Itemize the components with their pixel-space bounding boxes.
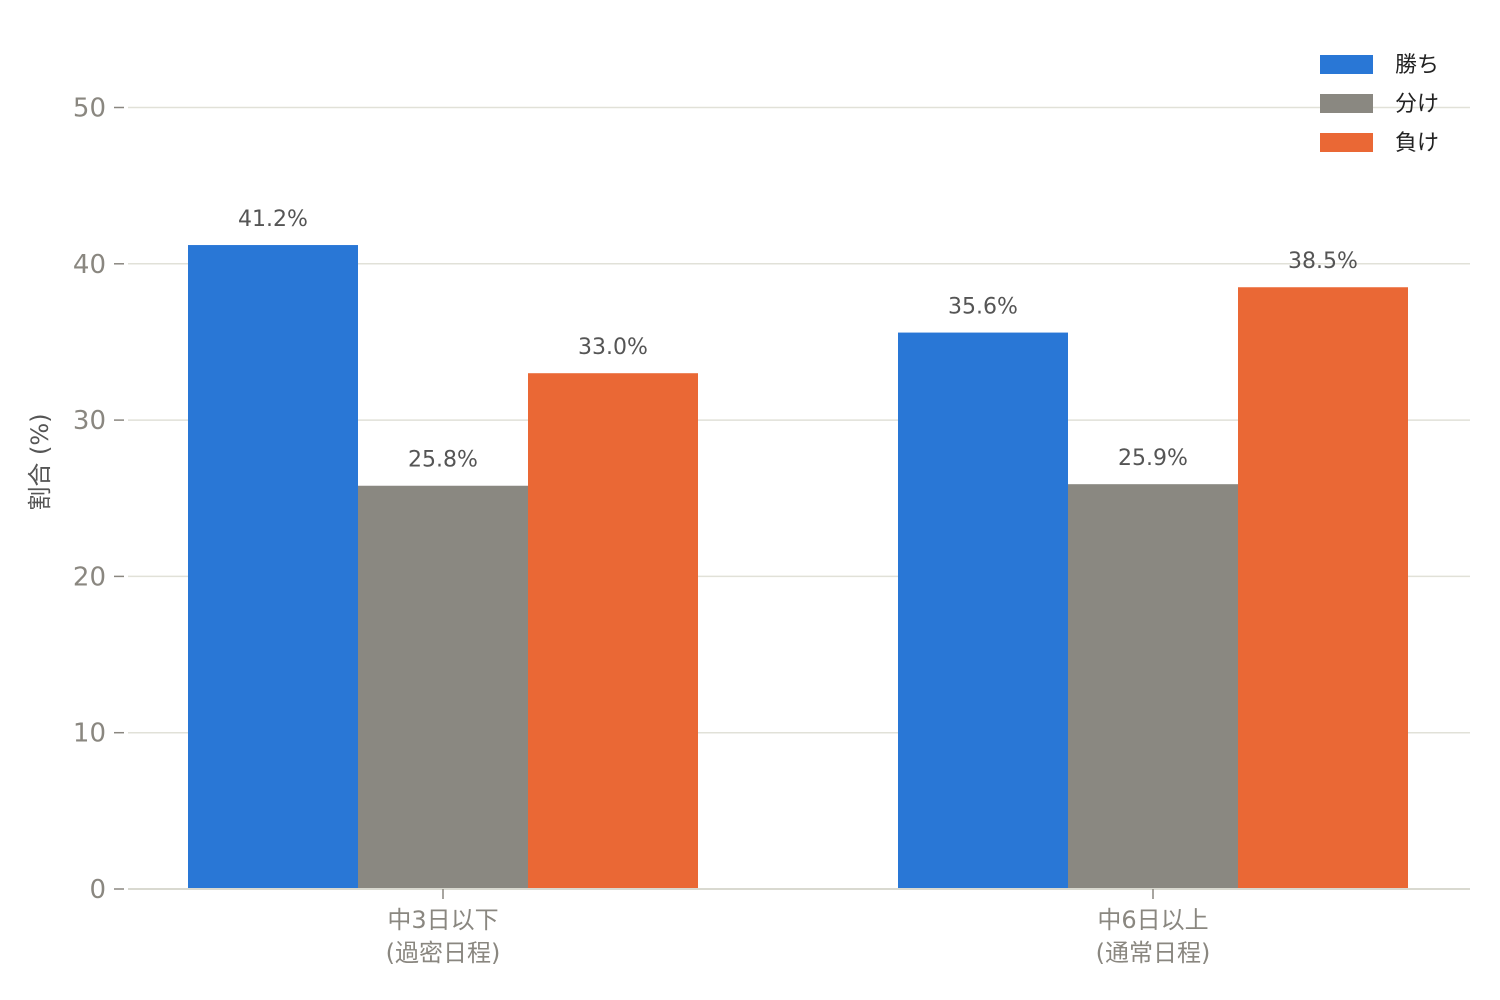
data-label: 25.9% <box>1118 446 1188 471</box>
x-tick-label: 中6日以上 (通常日程) <box>1096 906 1211 967</box>
y-tick-label: 40 <box>73 250 106 280</box>
x-tick-label-line: 中6日以上 <box>1097 906 1208 934</box>
y-axis: 0 10 20 30 40 50 <box>73 94 124 905</box>
x-tick-label-line: (過密日程) <box>386 939 501 967</box>
data-label: 35.6% <box>948 295 1018 320</box>
legend-swatch-負け <box>1320 133 1373 152</box>
legend-label: 分け <box>1395 92 1439 117</box>
y-tick-label: 20 <box>73 562 106 592</box>
legend-swatch-分け <box>1320 94 1373 113</box>
x-tick-label-line: (通常日程) <box>1096 939 1211 967</box>
y-axis-label: 割合 (%) <box>26 413 54 510</box>
data-label: 25.8% <box>408 448 478 473</box>
bar-負け-0 <box>528 373 698 890</box>
y-tick-label: 0 <box>89 875 106 905</box>
bar-勝ち-1 <box>898 332 1068 889</box>
bars: 41.2% 25.8% 33.0% 35.6% 25.9% 38.5% <box>188 207 1408 890</box>
y-tick-label: 30 <box>73 406 106 436</box>
bar-分け-1 <box>1068 484 1238 889</box>
y-tick-label: 50 <box>73 94 106 124</box>
legend-label: 負け <box>1395 131 1439 156</box>
y-tick-label: 10 <box>73 719 106 749</box>
bar-分け-0 <box>358 485 528 889</box>
x-tick-label-line: 中3日以下 <box>387 906 498 934</box>
x-tick-label: 中3日以下 (過密日程) <box>386 906 501 967</box>
x-axis: 中3日以下 (過密日程) 中6日以上 (通常日程) <box>128 888 1470 967</box>
data-label: 41.2% <box>238 207 308 232</box>
bar-負け-1 <box>1238 287 1408 889</box>
data-label: 33.0% <box>578 335 648 360</box>
legend-label: 勝ち <box>1395 53 1439 78</box>
bar-勝ち-0 <box>188 245 358 889</box>
data-label: 38.5% <box>1288 249 1358 274</box>
legend-swatch-勝ち <box>1320 55 1373 74</box>
